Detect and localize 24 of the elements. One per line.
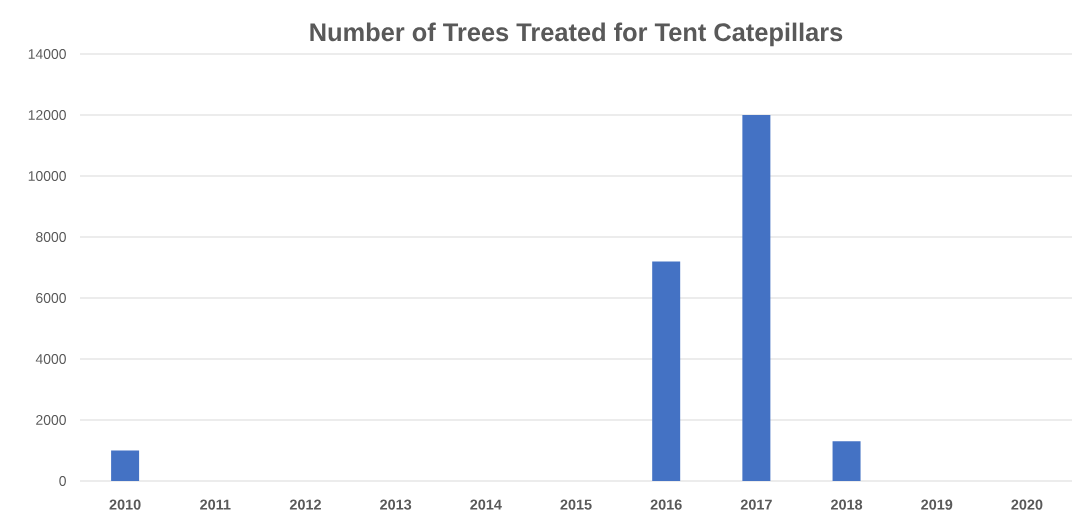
bar xyxy=(652,261,681,481)
x-tick-label: 2014 xyxy=(470,499,502,510)
x-tick-label: 2013 xyxy=(380,499,412,510)
x-tick-label: 2017 xyxy=(740,499,772,510)
x-tick-label: 2019 xyxy=(921,499,953,510)
x-tick-label: 2016 xyxy=(650,499,682,510)
x-tick-label: 2010 xyxy=(109,499,141,510)
y-tick-label: 6000 xyxy=(36,293,66,303)
y-tick-label: 10000 xyxy=(28,171,66,181)
y-tick-label: 2000 xyxy=(36,415,66,425)
bar xyxy=(111,450,140,481)
y-tick-label: 0 xyxy=(59,476,66,486)
chart-title: Number of Trees Treated for Tent Catepillars xyxy=(310,22,843,47)
x-tick-label: 2012 xyxy=(289,499,321,510)
bar xyxy=(832,441,861,481)
x-tick-label: 2018 xyxy=(830,499,863,510)
y-tick-label: 14000 xyxy=(28,49,66,59)
x-tick-label: 2011 xyxy=(200,499,231,510)
x-tick-label: 2015 xyxy=(560,499,592,510)
x-tick-label: 2020 xyxy=(1011,499,1043,510)
y-tick-label: 4000 xyxy=(35,354,66,364)
bar xyxy=(742,114,771,481)
y-tick-label: 8000 xyxy=(36,232,66,242)
y-tick-label: 12000 xyxy=(28,110,66,120)
